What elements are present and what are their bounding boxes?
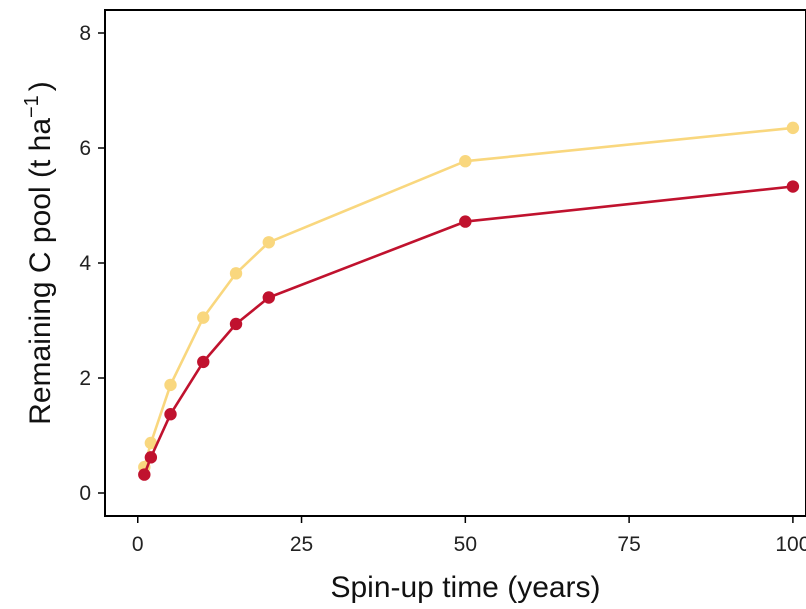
data-point bbox=[138, 468, 151, 481]
data-point bbox=[144, 451, 158, 464]
series-line bbox=[143, 126, 794, 468]
y-axis-title-close: ) bbox=[24, 81, 57, 91]
data-point bbox=[164, 378, 177, 392]
x-tick-label: 75 bbox=[617, 533, 640, 556]
y-tick-label: 8 bbox=[79, 22, 91, 45]
y-tick-label: 4 bbox=[79, 252, 91, 275]
data-point bbox=[197, 311, 210, 324]
y-axis-title: Remaining C pool (t ha−1) bbox=[21, 81, 57, 425]
data-point bbox=[459, 155, 472, 168]
x-tick-label: 0 bbox=[132, 533, 144, 556]
data-point bbox=[459, 215, 472, 228]
series-layer bbox=[138, 121, 800, 481]
y-tick-label: 6 bbox=[79, 137, 91, 160]
y-axis-title-main: Remaining C pool (t ha bbox=[24, 118, 57, 425]
plot-border bbox=[104, 9, 806, 517]
data-point bbox=[262, 236, 275, 249]
data-point bbox=[786, 180, 800, 193]
data-point bbox=[229, 317, 243, 331]
x-tick-label: 25 bbox=[290, 533, 313, 556]
series-1 bbox=[138, 121, 800, 474]
y-tick-label: 2 bbox=[79, 367, 91, 390]
x-tick-label: 50 bbox=[454, 533, 477, 556]
data-point bbox=[786, 121, 800, 135]
data-point bbox=[197, 355, 210, 369]
data-point bbox=[229, 267, 243, 280]
x-axis-title: Spin-up time (years) bbox=[330, 571, 600, 604]
axes: 0 25 50 75 100 0 2 4 6 8 bbox=[79, 9, 806, 556]
y-tick-label: 0 bbox=[79, 482, 91, 505]
data-point bbox=[164, 408, 177, 421]
x-tick-label: 100 bbox=[775, 533, 806, 556]
series-line bbox=[143, 185, 794, 476]
data-point bbox=[144, 436, 158, 450]
series-2 bbox=[138, 180, 800, 481]
data-point bbox=[262, 291, 275, 304]
y-axis-title-superscript: −1 bbox=[21, 95, 43, 118]
